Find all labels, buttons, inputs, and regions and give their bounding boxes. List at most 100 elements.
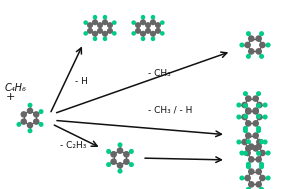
Circle shape xyxy=(247,140,250,143)
Text: - C₂H₃: - C₂H₃ xyxy=(60,140,86,149)
Circle shape xyxy=(84,21,87,24)
Circle shape xyxy=(244,129,247,132)
Circle shape xyxy=(256,144,261,149)
Circle shape xyxy=(246,146,251,151)
Circle shape xyxy=(246,133,251,138)
Circle shape xyxy=(103,37,106,40)
Circle shape xyxy=(249,144,254,149)
Circle shape xyxy=(253,133,258,138)
Circle shape xyxy=(118,143,122,147)
Circle shape xyxy=(260,55,263,58)
Circle shape xyxy=(132,32,135,35)
Circle shape xyxy=(103,16,106,19)
Circle shape xyxy=(245,150,250,156)
Circle shape xyxy=(245,42,250,48)
Circle shape xyxy=(39,110,43,113)
Circle shape xyxy=(244,152,247,155)
Circle shape xyxy=(136,23,140,27)
Circle shape xyxy=(266,176,270,180)
Circle shape xyxy=(17,123,21,126)
Circle shape xyxy=(242,102,247,108)
Circle shape xyxy=(246,121,251,126)
Circle shape xyxy=(141,31,145,36)
Circle shape xyxy=(129,163,133,166)
Circle shape xyxy=(146,23,150,27)
Circle shape xyxy=(240,43,244,47)
Circle shape xyxy=(249,49,254,54)
Circle shape xyxy=(260,42,265,48)
Circle shape xyxy=(263,115,267,119)
Circle shape xyxy=(113,21,116,24)
Circle shape xyxy=(124,152,129,157)
Circle shape xyxy=(132,21,135,24)
Circle shape xyxy=(28,129,32,132)
Text: - H: - H xyxy=(75,77,88,87)
Circle shape xyxy=(260,165,263,168)
Circle shape xyxy=(156,29,160,33)
Circle shape xyxy=(260,175,265,181)
Circle shape xyxy=(257,102,262,108)
Circle shape xyxy=(247,165,250,168)
Circle shape xyxy=(34,119,39,124)
Circle shape xyxy=(260,32,263,36)
Circle shape xyxy=(247,32,250,36)
Circle shape xyxy=(249,182,254,187)
Circle shape xyxy=(111,159,116,164)
Circle shape xyxy=(161,32,164,35)
Circle shape xyxy=(257,104,260,107)
Circle shape xyxy=(260,187,263,189)
Circle shape xyxy=(247,163,250,166)
Circle shape xyxy=(237,140,241,144)
Circle shape xyxy=(88,29,92,33)
Circle shape xyxy=(257,115,260,118)
Circle shape xyxy=(257,129,260,132)
Circle shape xyxy=(118,169,122,173)
Circle shape xyxy=(242,139,247,145)
Circle shape xyxy=(151,31,155,36)
Circle shape xyxy=(246,108,251,113)
Circle shape xyxy=(156,23,160,27)
Circle shape xyxy=(257,152,260,155)
Circle shape xyxy=(108,29,112,33)
Circle shape xyxy=(244,115,247,118)
Circle shape xyxy=(256,169,261,174)
Circle shape xyxy=(256,36,261,41)
Circle shape xyxy=(39,123,43,126)
Circle shape xyxy=(249,36,254,41)
Circle shape xyxy=(249,157,254,162)
Circle shape xyxy=(260,140,263,143)
Circle shape xyxy=(253,108,258,113)
Circle shape xyxy=(152,37,155,40)
Circle shape xyxy=(244,104,247,107)
Circle shape xyxy=(113,32,116,35)
Circle shape xyxy=(256,49,261,54)
Circle shape xyxy=(28,108,32,113)
Circle shape xyxy=(124,159,129,164)
Circle shape xyxy=(93,20,97,25)
Text: - CH₃ / - H: - CH₃ / - H xyxy=(148,105,192,115)
Circle shape xyxy=(141,37,145,40)
Circle shape xyxy=(136,29,140,33)
Circle shape xyxy=(88,23,92,27)
Circle shape xyxy=(237,103,241,107)
Circle shape xyxy=(141,20,145,25)
Circle shape xyxy=(242,114,247,120)
Circle shape xyxy=(257,127,260,130)
Circle shape xyxy=(244,92,247,95)
Circle shape xyxy=(245,175,250,181)
Circle shape xyxy=(249,169,254,174)
Circle shape xyxy=(237,115,241,119)
Circle shape xyxy=(257,92,260,95)
Circle shape xyxy=(257,139,262,145)
Circle shape xyxy=(161,21,164,24)
Circle shape xyxy=(266,151,270,155)
Circle shape xyxy=(260,150,265,156)
Circle shape xyxy=(98,23,102,27)
Circle shape xyxy=(253,146,258,151)
Circle shape xyxy=(129,150,133,153)
Circle shape xyxy=(260,163,263,166)
Circle shape xyxy=(108,23,112,27)
Circle shape xyxy=(103,31,107,36)
Circle shape xyxy=(98,29,102,33)
Circle shape xyxy=(28,103,32,107)
